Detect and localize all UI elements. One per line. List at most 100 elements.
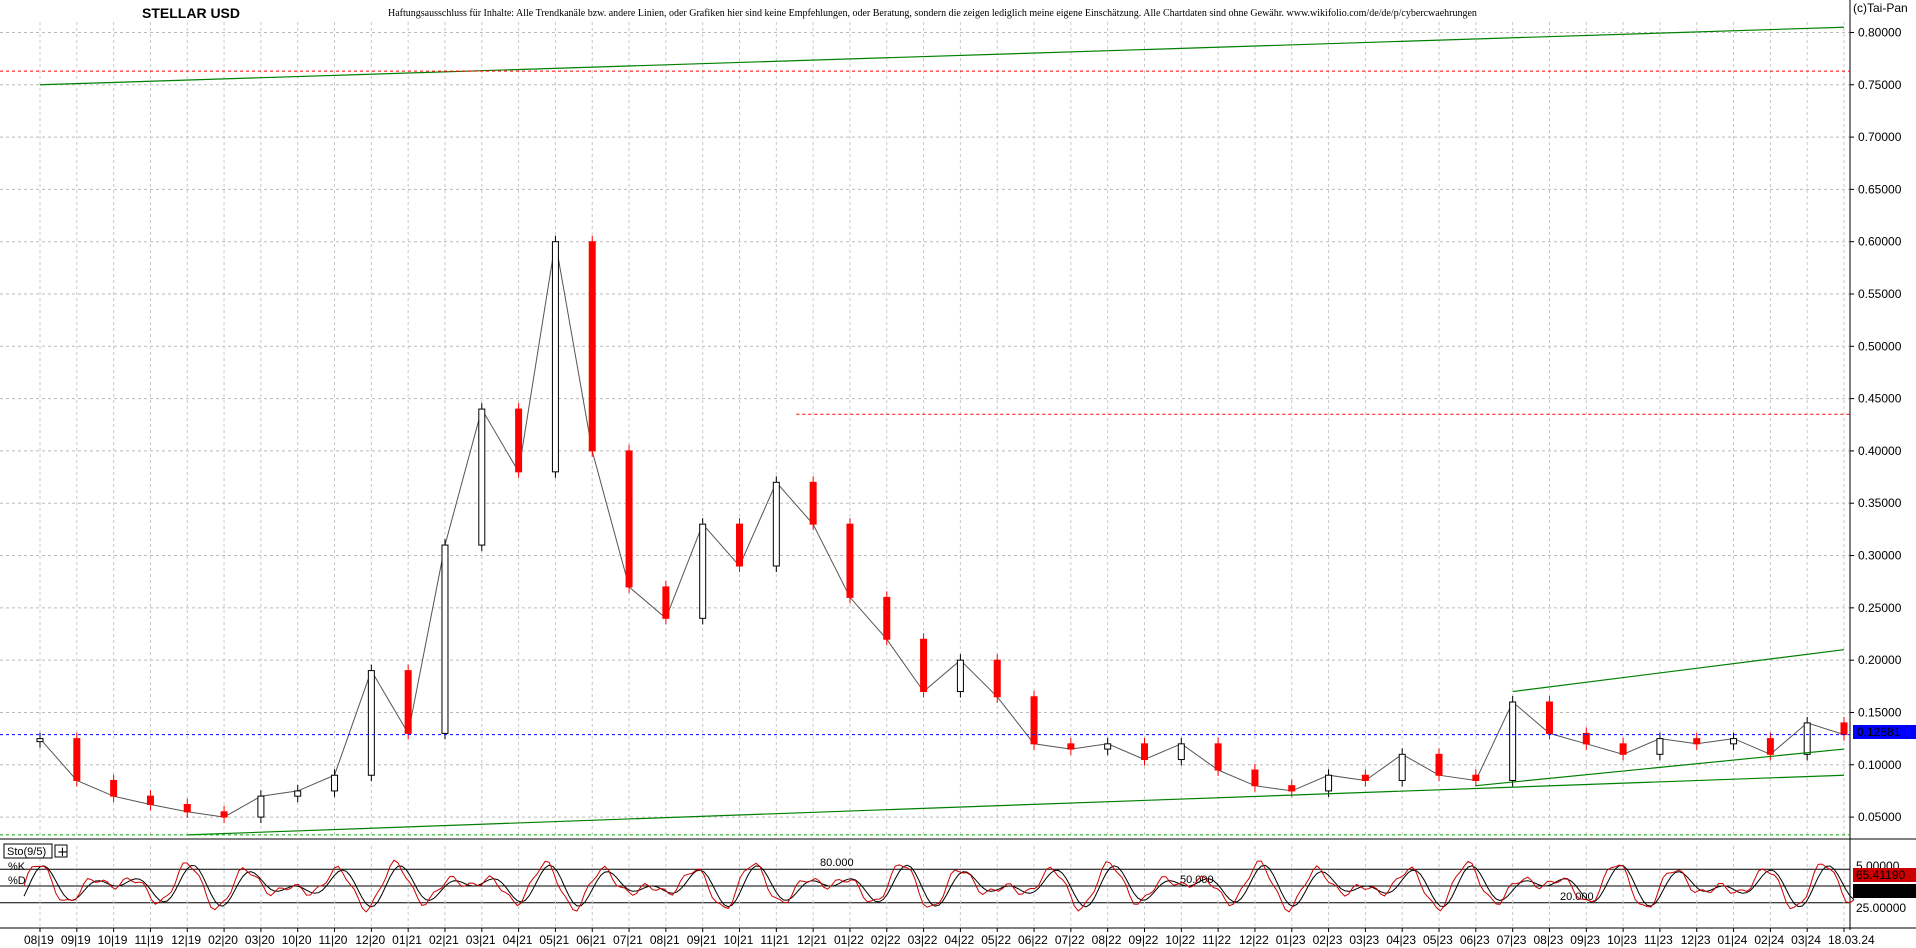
y-tick-label: 0.40000 <box>1858 444 1902 458</box>
x-tick-label: 10|22 <box>1165 933 1195 947</box>
x-tick-label: 01|23 <box>1276 933 1306 947</box>
x-tick-label: 04|23 <box>1386 933 1416 947</box>
x-tick-label: 09|23 <box>1570 933 1600 947</box>
chart-title: STELLAR USD <box>142 5 240 21</box>
x-tick-label: 10|21 <box>724 933 754 947</box>
x-tick-label: 10|19 <box>98 933 128 947</box>
candle-body <box>993 659 1001 698</box>
candle-body <box>331 774 339 792</box>
candle-body <box>1619 743 1627 755</box>
k-label: %K <box>8 861 26 873</box>
candle-body <box>1656 738 1664 755</box>
y-tick-label: 0.25000 <box>1858 601 1902 615</box>
x-tick-label: 10|23 <box>1607 933 1637 947</box>
candle-body <box>36 738 44 743</box>
y-tick-label: 0.20000 <box>1858 653 1902 667</box>
candle-body <box>551 241 559 473</box>
stochastic-oscillator <box>23 859 1855 913</box>
oscillator-level-label: 80.000 <box>820 857 854 869</box>
candle-body <box>625 450 633 588</box>
y-tick-label: 0.80000 <box>1858 25 1902 39</box>
x-tick-label: 11|21 <box>760 933 789 947</box>
d-value-badge <box>1853 884 1916 898</box>
copyright-text: (c)Tai-Pan <box>1853 1 1908 15</box>
x-tick-label: 05|21 <box>539 933 569 947</box>
candle-body <box>809 481 817 525</box>
y-tick-label: 0.75000 <box>1858 78 1902 92</box>
x-tick-label: 03|21 <box>466 933 496 947</box>
x-tick-label: 11|23 <box>1644 933 1673 947</box>
x-tick-label: 01|22 <box>834 933 864 947</box>
plus-icon: + <box>57 845 68 860</box>
y-tick-label: 0.55000 <box>1858 287 1902 301</box>
trendline <box>39 26 1845 86</box>
candle-body <box>146 795 154 806</box>
candle-body <box>1766 738 1774 755</box>
price-line <box>39 241 1845 818</box>
current-price-label: 0.12881 <box>1857 725 1901 739</box>
d-label: %D <box>8 875 26 887</box>
oscillator-name-box[interactable] <box>3 843 53 859</box>
trendline <box>187 774 1845 836</box>
d-value: 44.27342 <box>1856 884 1906 898</box>
candle-body <box>110 779 118 797</box>
x-tick-label: 07|21 <box>613 933 643 947</box>
trendline <box>1512 649 1845 693</box>
candle-body <box>1693 738 1701 745</box>
x-tick-label: 02|21 <box>429 933 459 947</box>
y-tick-label: 0.45000 <box>1858 392 1902 406</box>
x-tick-label: 12|21 <box>797 933 827 947</box>
x-tick-label: 02|22 <box>871 933 901 947</box>
x-tick-label: 12|22 <box>1239 933 1269 947</box>
candle-body <box>883 596 891 640</box>
candle-body <box>736 523 744 567</box>
candle-body <box>1509 701 1517 781</box>
x-tick-label: 02|20 <box>208 933 238 947</box>
candle-body <box>478 408 486 546</box>
candle-body <box>1398 753 1406 781</box>
x-tick-label: 11|20 <box>319 933 348 947</box>
y-tick-label: 0.50000 <box>1858 339 1902 353</box>
candle-body <box>183 804 191 813</box>
x-tick-label: 03|23 <box>1349 933 1379 947</box>
candle-body <box>294 790 302 797</box>
stochastic-k-line <box>23 859 1855 913</box>
x-tick-label: 06|21 <box>576 933 606 947</box>
x-tick-label: 07|23 <box>1497 933 1527 947</box>
candle-body <box>1730 738 1738 745</box>
x-tick-label: 03|20 <box>245 933 275 947</box>
x-tick-label: 10|20 <box>282 933 312 947</box>
candle-body <box>920 638 928 693</box>
candle-body <box>699 523 707 619</box>
candle-body <box>1288 785 1296 792</box>
candle-body <box>1214 743 1222 771</box>
x-tick-label: 11|19 <box>134 933 163 947</box>
x-tick-label: 02|24 <box>1754 933 1784 947</box>
candle-body <box>220 811 228 818</box>
candle-body <box>846 523 854 598</box>
x-tick-label: 06|22 <box>1018 933 1048 947</box>
level-lines <box>0 70 1850 836</box>
candle-body <box>367 670 375 776</box>
x-tick-label: 11|22 <box>1202 933 1231 947</box>
y-tick-label: 0.60000 <box>1858 235 1902 249</box>
x-tick-label: 12|23 <box>1681 933 1711 947</box>
x-tick-label: 05|22 <box>981 933 1011 947</box>
disclaimer-text: Haftungsausschluss für Inhalte: Alle Tre… <box>388 8 1477 19</box>
x-tick-label: 01|21 <box>392 933 422 947</box>
candle-body <box>1177 743 1185 761</box>
candle-body <box>1104 743 1112 750</box>
x-axis: 08|19 09|19 10|19 11|19 12|19 02|20 03|20 10|20… <box>24 928 1875 947</box>
candle-body <box>772 481 780 567</box>
candle-body <box>1361 774 1369 781</box>
x-tick-label: 03|24 <box>1791 933 1821 947</box>
x-tick-label: 07|22 <box>1055 933 1085 947</box>
price-series <box>36 235 1848 824</box>
x-tick-label: 09|22 <box>1128 933 1158 947</box>
x-tick-label: 02|23 <box>1313 933 1343 947</box>
oscillator-add-button[interactable] <box>54 844 68 858</box>
x-tick-label: 04|22 <box>944 933 974 947</box>
candle-body <box>1140 743 1148 761</box>
